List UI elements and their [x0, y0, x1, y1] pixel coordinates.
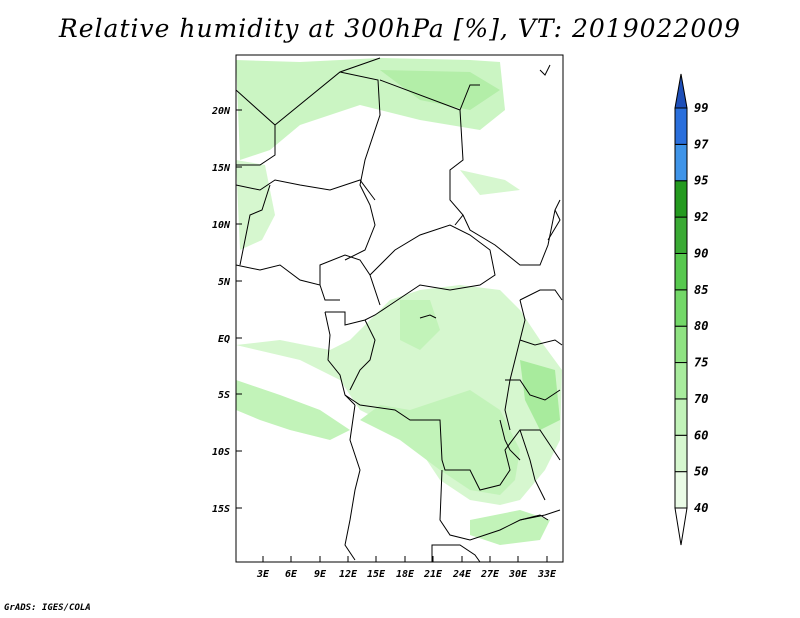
colorbar-label: 85 [694, 283, 708, 297]
axis-ticks [236, 109, 548, 562]
lat-label: 15S [212, 504, 230, 515]
lon-label: 9E [314, 569, 327, 580]
colorbar-band [674, 434, 688, 473]
lon-label: 12E [339, 569, 358, 580]
colorbar-label: 92 [694, 210, 708, 224]
colorbar-band [674, 216, 688, 254]
colorbar-label: 80 [694, 319, 708, 333]
colorbar: 40 50 60 70 75 80 85 90 92 95 97 99 [674, 73, 709, 546]
lon-label: 27E [480, 569, 500, 580]
longitude-labels: 3E 6E 9E 12E 15E 18E 21E 24E 27E 30E 33E [256, 569, 557, 580]
colorbar-label: 97 [694, 137, 709, 151]
colorbar-bottom-arrow [674, 507, 688, 546]
lon-label: 15E [367, 569, 386, 580]
colorbar-label: 50 [694, 465, 708, 479]
lon-label: 18E [396, 569, 415, 580]
lat-label: 10N [212, 220, 231, 231]
lon-label: 21E [423, 569, 443, 580]
lat-label: 15N [212, 163, 231, 174]
colorbar-band [674, 143, 688, 182]
colorbar-label: 95 [694, 174, 708, 188]
country-borders [235, 57, 563, 563]
map-title: Relative humidity at 300hPa [%], VT: 201… [58, 14, 742, 43]
colorbar-band [674, 471, 688, 509]
latitude-labels: 20N 15N 10N 5N EQ 5S 10S 15S [211, 106, 231, 515]
humidity-fill [236, 58, 562, 545]
colorbar-band [674, 252, 688, 291]
colorbar-band [674, 398, 688, 436]
lon-label: 33E [537, 569, 557, 580]
map-frame [235, 54, 564, 563]
lat-label: 5S [218, 390, 230, 401]
colorbar-top-arrow [674, 73, 688, 109]
lon-label: 3E [256, 569, 270, 580]
lon-label: 24E [452, 569, 472, 580]
colorbar-label: 75 [694, 356, 708, 370]
lat-label: EQ [218, 334, 230, 345]
lat-label: 10S [212, 447, 230, 458]
colorbar-label: 70 [694, 392, 708, 406]
lat-label: 5N [218, 277, 231, 288]
colorbar-label: 40 [694, 501, 708, 515]
colorbar-label: 99 [694, 101, 708, 115]
grads-credit: GrADS: IGES/COLA [4, 603, 91, 613]
lon-label: 30E [508, 569, 528, 580]
colorbar-band [674, 325, 688, 364]
colorbar-band [674, 107, 688, 145]
lat-label: 20N [211, 106, 231, 117]
colorbar-band [674, 180, 688, 218]
colorbar-label: 90 [694, 246, 708, 260]
colorbar-band [674, 289, 688, 327]
colorbar-band [674, 362, 688, 400]
colorbar-label: 60 [694, 428, 708, 442]
lon-label: 6E [285, 569, 298, 580]
